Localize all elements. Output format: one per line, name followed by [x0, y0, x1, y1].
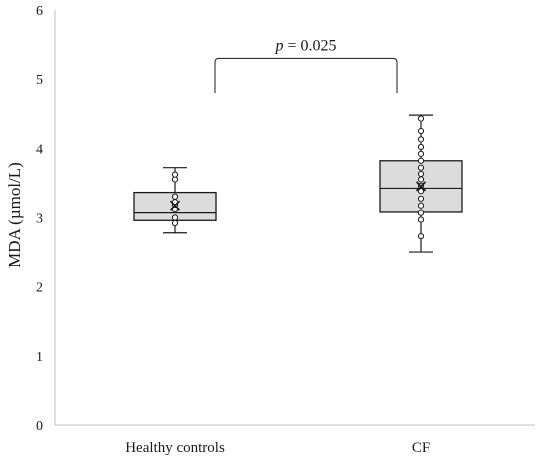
- y-axis: 0 1 2 3 4 5 6: [36, 4, 56, 434]
- y-tick-label: 6: [36, 4, 43, 19]
- data-point: [417, 216, 425, 223]
- data-point: [171, 193, 179, 200]
- data-point: [417, 176, 425, 183]
- data-point: [171, 214, 179, 221]
- p-value: = 0.025: [283, 37, 336, 54]
- p-value-label: p = 0.025: [274, 37, 336, 54]
- y-tick-label: 5: [36, 73, 43, 88]
- mean-marker: [169, 200, 181, 211]
- mean-marker: [415, 181, 427, 192]
- data-point: [417, 195, 425, 202]
- x-tick-label: CF: [412, 440, 430, 456]
- data-point: [417, 202, 425, 209]
- p-symbol: p: [274, 37, 283, 54]
- data-point: [417, 127, 425, 135]
- x-tick-label: Healthy controls: [125, 440, 225, 456]
- y-axis-label: MDA (µmol/L): [5, 162, 24, 268]
- data-point: [417, 150, 425, 157]
- significance-annotation: p = 0.025: [214, 37, 398, 93]
- y-tick-label: 0: [36, 419, 43, 434]
- data-point: [417, 136, 425, 143]
- significance-bracket: [214, 57, 398, 93]
- data-point: [417, 157, 425, 164]
- data-point: [417, 209, 425, 216]
- data-point: [417, 115, 425, 122]
- y-tick-label: 4: [36, 142, 43, 157]
- data-point: [417, 188, 425, 195]
- box-group: [133, 167, 217, 234]
- y-tick-label: 3: [36, 212, 43, 227]
- data-point: [171, 219, 179, 227]
- data-point: [417, 170, 425, 178]
- data-point: [417, 143, 425, 151]
- data-point: [417, 164, 425, 171]
- y-tick-label: 1: [36, 350, 43, 365]
- data-point: [417, 233, 425, 240]
- boxes: [133, 114, 463, 253]
- box-group: [379, 114, 463, 253]
- x-axis: Healthy controls CF: [55, 424, 535, 456]
- y-tick-label: 2: [36, 281, 43, 296]
- data-point: [171, 171, 179, 178]
